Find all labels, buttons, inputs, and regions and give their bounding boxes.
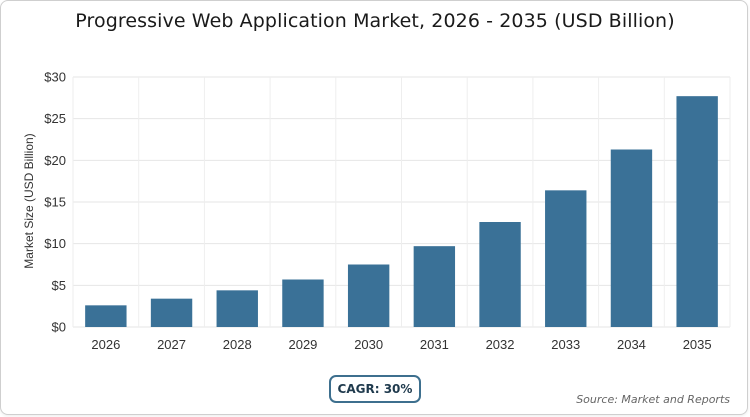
bar-2035 [676, 96, 718, 328]
x-tick-label: 2031 [420, 337, 449, 352]
bar-2026 [85, 305, 127, 327]
y-axis-ticks: $0 $5 $10 $15 $20 $25 $30 [44, 70, 66, 335]
bar-2034 [610, 149, 653, 327]
bar-2029 [282, 279, 324, 327]
x-tick-label: 2028 [223, 337, 252, 352]
y-tick-label: $25 [44, 111, 66, 126]
y-tick-label: $5 [52, 278, 66, 293]
bar-2031 [413, 246, 456, 327]
y-tick-label: $20 [44, 153, 66, 168]
y-axis-title: Market Size (USD Billion) [22, 133, 36, 268]
x-tick-label: 2034 [617, 337, 646, 352]
chart-title: Progressive Web Application Market, 2026… [75, 10, 675, 32]
grid-lines [72, 76, 731, 328]
bar-2032 [479, 222, 521, 327]
x-tick-label: 2033 [551, 337, 580, 352]
bar-2030 [347, 264, 390, 327]
bars [85, 96, 718, 328]
cagr-badge: CAGR: 30% [329, 375, 421, 403]
y-tick-label: $10 [44, 236, 66, 251]
bar-2033 [545, 190, 587, 327]
bar-2028 [216, 290, 258, 327]
source-note: Source: Market and Reports [576, 393, 730, 406]
x-tick-label: 2029 [288, 337, 317, 352]
y-tick-label: $30 [44, 70, 66, 85]
x-axis-ticks: 2026 2027 2028 2029 2030 2031 2032 2033 2034 2035 [91, 337, 711, 352]
x-tick-label: 2026 [91, 337, 120, 352]
x-tick-label: 2027 [157, 337, 186, 352]
y-tick-label: $0 [52, 320, 66, 335]
x-tick-label: 2030 [354, 337, 383, 352]
x-tick-label: 2032 [486, 337, 515, 352]
y-tick-label: $15 [44, 195, 66, 210]
bar-2027 [150, 298, 193, 327]
x-tick-label: 2035 [683, 337, 712, 352]
